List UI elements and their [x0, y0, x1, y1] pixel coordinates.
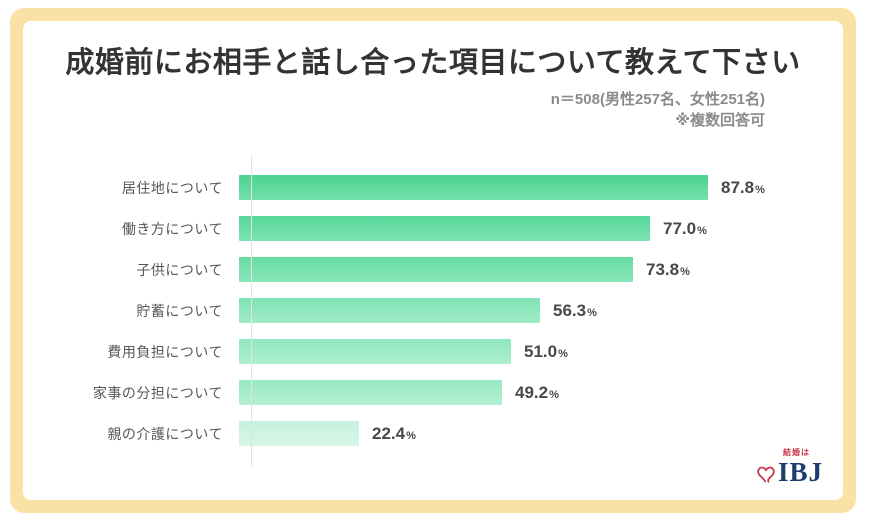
multiple-answers-note: ※複数回答可	[675, 112, 765, 129]
bar	[239, 298, 540, 323]
category-label: 居住地について	[121, 179, 223, 196]
chart-row: 家事の分担について 49.2%	[23, 372, 843, 413]
value-label: 87.8%	[721, 177, 765, 197]
bar-area: 51.0%	[237, 339, 843, 364]
chart-row: 働き方について 77.0%	[23, 208, 843, 249]
value-label: 22.4%	[372, 423, 416, 443]
category-label: 子供について	[136, 261, 223, 278]
category-label: 家事の分担について	[92, 384, 223, 401]
bar-area: 73.8%	[237, 257, 843, 282]
logo-text: IBJ	[777, 457, 823, 487]
bar-chart: 居住地について 87.8% 働き方について 77.0% 子供について 73.8% 貯蓄につい…	[23, 155, 843, 466]
value-label: 51.0%	[524, 341, 568, 361]
bar	[239, 175, 708, 200]
chart-row: 費用負担について 51.0%	[23, 331, 843, 372]
bar-area: 87.8%	[237, 175, 843, 200]
category-label: 費用負担について	[107, 343, 223, 360]
category-label: 働き方について	[121, 220, 223, 237]
y-axis-line	[251, 155, 252, 466]
category-label: 貯蓄について	[136, 302, 223, 319]
bar	[239, 257, 633, 282]
value-label: 73.8%	[646, 259, 690, 279]
chart-row: 親の介護について 22.4%	[23, 413, 843, 454]
value-label: 77.0%	[663, 218, 707, 238]
bar	[239, 216, 650, 241]
bar-area: 49.2%	[237, 380, 843, 405]
chart-row: 居住地について 87.8%	[23, 167, 843, 208]
ibj-logo: 結婚は IBJ	[756, 449, 823, 486]
bar	[239, 339, 511, 364]
bar	[239, 421, 359, 446]
category-label: 親の介護について	[107, 425, 223, 442]
subtitle-block: n＝508(男性257名、女性251名) ※複数回答可	[23, 89, 843, 131]
infographic-card: 成婚前にお相手と話し合った項目について教えて下さい n＝508(男性257名、女…	[23, 21, 843, 500]
chart-row: 貯蓄について 56.3%	[23, 290, 843, 331]
logo-tagline: 結婚は	[782, 448, 810, 457]
page-title: 成婚前にお相手と話し合った項目について教えて下さい	[65, 47, 801, 79]
bar	[239, 380, 502, 405]
value-label: 49.2%	[515, 382, 559, 402]
bar-area: 22.4%	[237, 421, 843, 446]
chart-row: 子供について 73.8%	[23, 249, 843, 290]
decorative-frame: 成婚前にお相手と話し合った項目について教えて下さい n＝508(男性257名、女…	[10, 8, 856, 513]
bar-area: 56.3%	[237, 298, 843, 323]
heart-icon	[757, 466, 775, 483]
bar-area: 77.0%	[237, 216, 843, 241]
logo-main: IBJ	[756, 459, 823, 486]
value-label: 56.3%	[553, 300, 597, 320]
sample-size-note: n＝508(男性257名、女性251名)	[550, 91, 765, 108]
